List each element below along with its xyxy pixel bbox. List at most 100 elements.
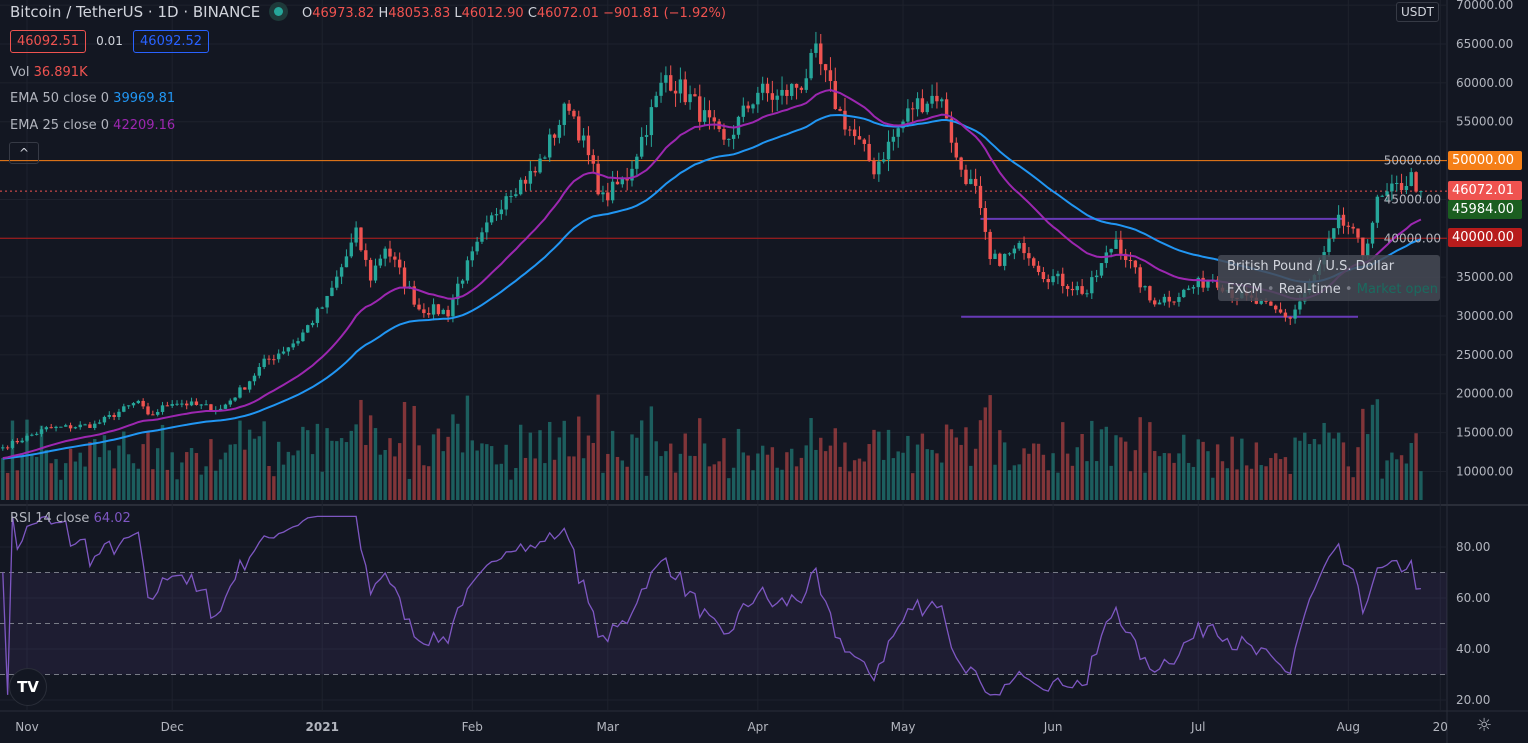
time-tick-label: Dec [161,720,184,734]
volume-bar [59,479,63,500]
level-price-tag[interactable]: 40000.00 [1448,228,1522,247]
volume-bar [1293,437,1297,500]
volume-bar [823,451,828,500]
candle-body [1191,287,1196,289]
volume-bar [73,461,78,500]
volume-bar [88,441,92,500]
candle-body [5,447,10,449]
volume-bar [586,435,591,500]
volume-bar [906,435,910,500]
candle-body [973,178,978,186]
volume-bar [189,448,194,500]
candle-body [272,359,276,361]
volume-bar [286,451,291,500]
volume-bar [489,446,494,500]
candle-body [223,404,228,409]
volume-bar [1395,459,1399,500]
ema50-legend[interactable]: EMA 50 close 0 39969.81 [10,91,176,106]
volume-bar [306,430,310,500]
alert-price-tag[interactable]: 50000.00 [1448,151,1522,170]
volume-bar [669,443,673,500]
candle-body [39,429,44,434]
volume-bar [756,453,760,500]
volume-bar [954,437,958,500]
volume-legend[interactable]: Vol 36.891K [10,65,88,80]
candle-body [146,406,150,415]
volume-bar [427,466,431,500]
candle-body [160,405,165,412]
candle-body [543,157,547,159]
candle-body [1370,222,1375,244]
tradingview-logo-icon[interactable]: TV [9,668,47,706]
symbol-name[interactable]: Bitcoin / TetherUS [10,3,144,21]
candle-body [548,134,552,158]
candle-body [30,434,34,436]
candle-body [267,358,271,360]
candle-body [1022,243,1026,254]
volume-bar [1172,462,1176,500]
candle-body [577,116,581,141]
volume-bar [301,426,305,500]
rsi-legend[interactable]: RSI 14 close 64.02 [10,511,131,526]
volume-bar [320,471,324,500]
volume-bar [1370,404,1375,500]
volume-bar [175,479,179,500]
volume-bar [54,459,58,500]
ema25-legend[interactable]: EMA 25 close 0 42209.16 [10,118,176,133]
volume-bar [964,427,968,500]
volume-bar [649,406,654,500]
candle-body [1070,288,1075,291]
volume-bar [252,438,257,500]
volume-bar [223,452,228,500]
volume-bar [673,472,678,500]
volume-bar [368,415,373,500]
volume-bar [557,437,562,500]
candle-body [688,94,692,103]
volume-bar [344,442,349,500]
candle-body [397,259,402,268]
volume-bar [804,445,808,500]
time-tick-label: Feb [462,720,483,734]
currency-button[interactable]: USDT [1396,2,1439,22]
candle-body [751,104,755,109]
candle-body [489,215,494,223]
candle-body [1056,273,1060,277]
price-axis [1447,0,1528,743]
volume-bar [1065,453,1070,500]
volume-bar [267,465,271,500]
volume-bar [194,453,199,500]
candle-body [1332,228,1336,239]
candle-body [886,141,891,160]
volume-bar [1317,444,1321,500]
volume-bar [1375,399,1380,500]
volume-bar [785,452,789,500]
volume-bar [470,440,474,500]
volume-bar [1109,465,1113,500]
volume-bar [291,455,295,500]
candle-body [562,103,566,125]
volume-bar [209,439,213,500]
settings-gear-icon[interactable]: ☼ [1476,715,1493,736]
interval[interactable]: 1D [157,3,179,21]
volume-bar [1027,453,1031,500]
candle-body [639,136,644,157]
volume-bar [1332,438,1336,500]
candle-body [1206,280,1210,288]
collapse-legend-button[interactable]: ^ [9,142,39,164]
candle-body [925,103,929,113]
candle-body [1356,228,1360,238]
candle-body [731,134,736,139]
volume-bar [659,456,663,500]
candle-body [669,75,673,91]
buy-price-button[interactable]: 46092.52 [133,30,210,53]
volume-bar [790,448,794,500]
volume-bar [1385,460,1389,500]
volume-bar [1114,435,1118,500]
volume-bar [499,463,504,500]
volume-bar [10,420,15,500]
candle-body [1177,297,1181,302]
sell-price-button[interactable]: 46092.51 [10,30,87,53]
candle-body [257,366,262,376]
price-tick-label: 40000.00 [1384,231,1441,245]
